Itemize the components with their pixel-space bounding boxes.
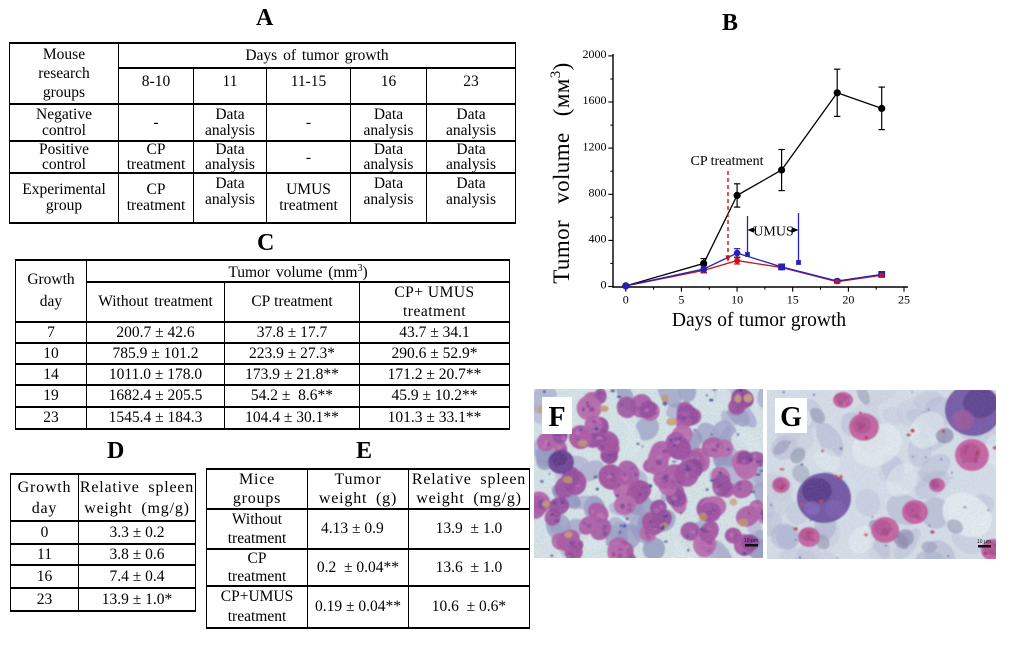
svg-text:0: 0 bbox=[623, 293, 629, 307]
svg-text:Tumor volume (мм3): Tumor volume (мм3) bbox=[548, 62, 574, 283]
svg-text:Days of tumor growth: Days of tumor growth bbox=[672, 310, 847, 331]
svg-text:5: 5 bbox=[678, 293, 684, 307]
svg-text:1600: 1600 bbox=[583, 93, 607, 107]
svg-text:10: 10 bbox=[731, 293, 743, 307]
svg-text:10 µm: 10 µm bbox=[977, 539, 991, 545]
svg-text:800: 800 bbox=[589, 186, 607, 200]
svg-text:G: G bbox=[780, 402, 802, 433]
svg-text:400: 400 bbox=[589, 232, 607, 246]
svg-text:2000: 2000 bbox=[583, 47, 607, 61]
svg-text:0: 0 bbox=[601, 278, 607, 292]
svg-text:1200: 1200 bbox=[583, 139, 607, 153]
svg-text:F: F bbox=[548, 402, 565, 433]
svg-text:UMUS: UMUS bbox=[753, 225, 793, 240]
svg-text:CP treatment: CP treatment bbox=[691, 154, 764, 169]
svg-text:10 µm: 10 µm bbox=[744, 538, 758, 544]
svg-text:25: 25 bbox=[898, 293, 910, 307]
svg-text:15: 15 bbox=[787, 293, 799, 307]
svg-text:20: 20 bbox=[842, 293, 854, 307]
